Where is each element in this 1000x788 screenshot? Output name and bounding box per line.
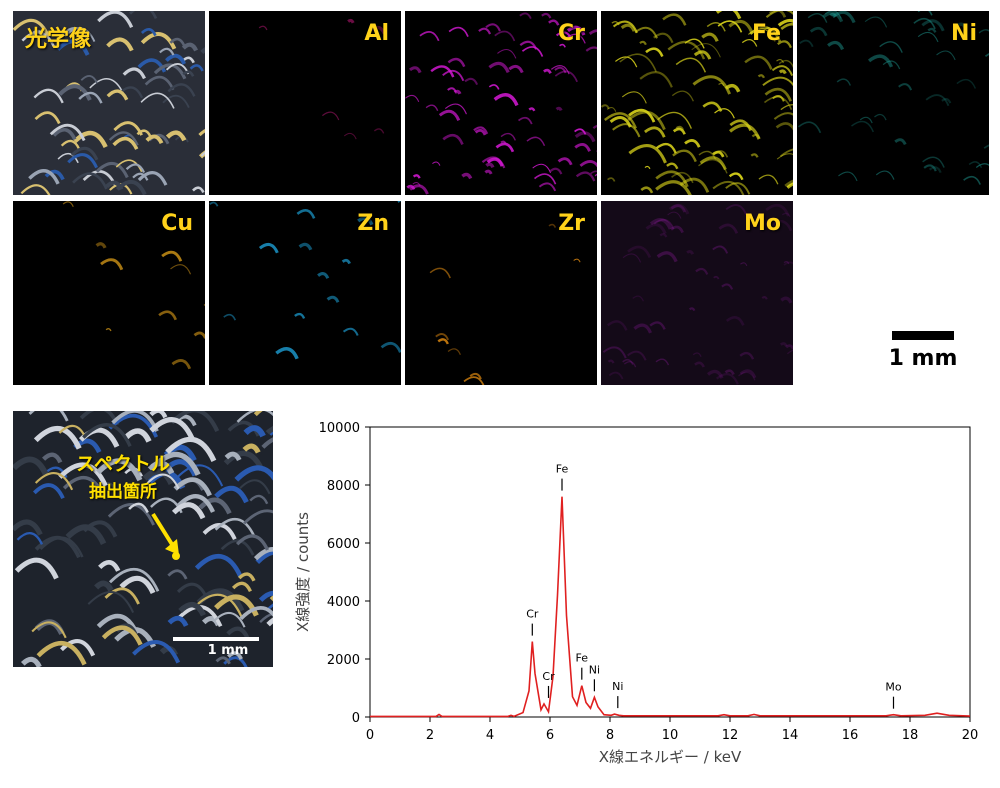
- spectrum-chart: 0 2 4 6 8 10 12 14 16 18 20 0 2000 4000 6000 8000 10000 C…: [294, 421, 979, 766]
- x-tick-label: 4: [486, 728, 494, 743]
- peak-label: Cr: [526, 608, 539, 621]
- tile-label-cr: Cr: [558, 21, 585, 46]
- tile-label-zr: Zr: [558, 211, 585, 236]
- y-tick-label: 8000: [327, 479, 360, 494]
- cr-map: [405, 12, 597, 195]
- peak-label: Fe: [576, 652, 589, 665]
- mo-map: [602, 203, 793, 385]
- tile-label-cu: Cu: [161, 211, 193, 236]
- x-tick-label: 12: [722, 728, 739, 743]
- x-tick-label: 20: [962, 728, 979, 743]
- x-tick-label: 2: [426, 728, 434, 743]
- y-tick-label: 0: [352, 711, 360, 726]
- x-axis-label: X線エネルギー / keV: [599, 748, 742, 766]
- optical-photo: スペクトル 抽出箇所 1 mm: [13, 411, 273, 667]
- ni-map: [797, 11, 989, 185]
- map-tile-cu: Cu: [13, 201, 205, 385]
- plot-area: [369, 426, 971, 718]
- x-tick-label: 10: [662, 728, 679, 743]
- tile-label-fe: Fe: [751, 21, 781, 46]
- al-map: [258, 18, 386, 140]
- callout-line-2: 抽出箇所: [89, 482, 157, 502]
- x-tick-label: 18: [902, 728, 919, 743]
- map-tile-zr: Zr: [405, 201, 597, 385]
- y-tick-label: 4000: [327, 595, 360, 610]
- tile-label-mo: Mo: [743, 211, 781, 236]
- peak-label: Fe: [556, 463, 569, 476]
- tile-label-zn: Zn: [357, 211, 389, 236]
- tile-label-al: Al: [364, 21, 389, 46]
- x-tick-label: 0: [366, 728, 374, 743]
- map-tile-cr: Cr: [405, 11, 597, 195]
- photo-scale-label: 1 mm: [207, 643, 249, 658]
- y-axis-label: X線強度 / counts: [294, 512, 312, 632]
- map-tile-zn: Zn: [209, 201, 401, 385]
- spectrum-line: [370, 496, 971, 718]
- y-tick-label: 6000: [327, 537, 360, 552]
- x-tick-label: 14: [782, 728, 799, 743]
- peak-label: Mo: [885, 681, 901, 694]
- x-tick-label: 6: [546, 728, 554, 743]
- x-tick-label: 16: [842, 728, 859, 743]
- tile-label-ni: Ni: [951, 21, 977, 46]
- peak-label: Ni: [589, 663, 600, 676]
- callout-line-1: スペクトル: [76, 453, 170, 475]
- map-tile-ni: Ni: [797, 11, 989, 195]
- y-tick-label: 2000: [327, 653, 360, 668]
- map-tile-fe: Fe: [601, 11, 793, 195]
- peak-label: Ni: [612, 680, 623, 693]
- optical-photo-art: [13, 411, 273, 667]
- map-tile-optical: 光学像: [13, 11, 205, 195]
- map-tile-mo: Mo: [601, 201, 793, 385]
- y-tick-label: 10000: [319, 421, 360, 436]
- zr-map: [429, 223, 581, 385]
- map-tile-al: Al: [209, 11, 401, 195]
- scale-bar-label: 1 mm: [888, 346, 958, 371]
- optical-image: [13, 11, 205, 195]
- x-tick-label: 8: [606, 728, 614, 743]
- cu-map: [62, 201, 205, 370]
- zn-map: [209, 201, 401, 360]
- fe-map: [601, 11, 793, 195]
- peak-label: Cr: [542, 670, 555, 683]
- scale-bar: [892, 331, 954, 340]
- tile-label-optical: 光学像: [25, 27, 92, 52]
